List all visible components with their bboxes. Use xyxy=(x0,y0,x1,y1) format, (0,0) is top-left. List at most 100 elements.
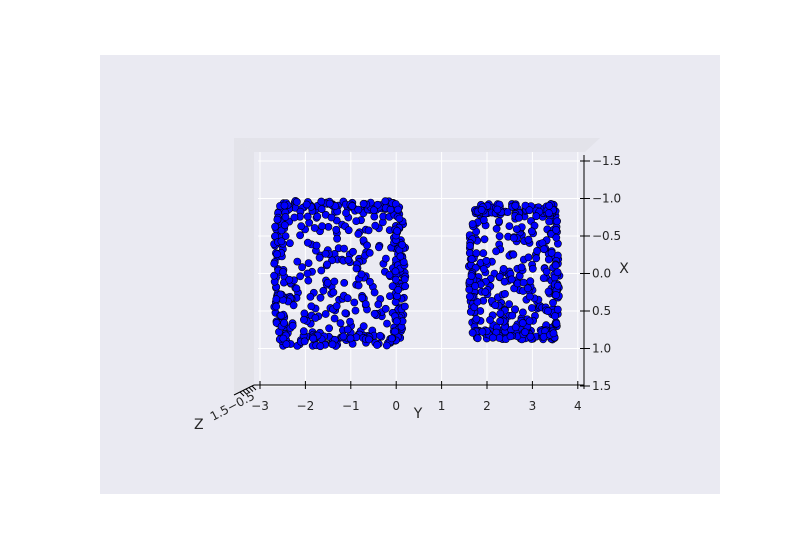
scatter-point xyxy=(370,288,379,297)
scatter-point xyxy=(358,293,367,302)
scatter-point xyxy=(466,241,474,250)
scatter-point xyxy=(290,213,299,222)
scatter-point xyxy=(352,217,361,225)
scatter-point xyxy=(503,208,512,216)
scatter-point xyxy=(388,282,397,291)
scatter-point xyxy=(293,257,302,266)
scatter-point xyxy=(544,255,553,264)
scatter-point xyxy=(551,261,560,270)
scatter-point xyxy=(350,298,359,307)
scatter-point xyxy=(400,302,409,311)
x-tick-label: −1.5 xyxy=(592,154,621,168)
scatter-point xyxy=(303,269,312,278)
scatter-point xyxy=(381,304,390,313)
scatter-point xyxy=(545,209,553,217)
scatter-point xyxy=(296,272,305,281)
scatter-point xyxy=(509,234,518,242)
scatter-point xyxy=(280,318,288,327)
scatter-point xyxy=(518,319,527,327)
scatter-point xyxy=(272,302,281,311)
scatter-point xyxy=(272,295,281,304)
scatter-point xyxy=(519,278,528,287)
scatter-point xyxy=(552,291,560,299)
scatter-point xyxy=(321,249,330,258)
scatter-point xyxy=(317,205,326,213)
scatter-point xyxy=(519,308,527,317)
scatter-point xyxy=(506,332,515,341)
scatter-point xyxy=(500,277,509,286)
scatter-point xyxy=(330,277,339,286)
y-tick-label: −3 xyxy=(251,399,269,413)
z-axis-tick xyxy=(248,387,254,392)
scatter-point xyxy=(382,341,391,350)
z-axis-label: Z xyxy=(194,417,204,433)
scatter-point xyxy=(344,226,353,235)
scatter-point xyxy=(364,226,373,235)
scatter-point xyxy=(364,335,373,344)
scatter-point xyxy=(306,292,315,301)
scatter-point xyxy=(495,272,504,281)
scatter-point xyxy=(329,288,338,297)
scatter-point xyxy=(376,331,384,340)
scatter-point xyxy=(394,205,402,214)
scatter-point xyxy=(305,218,313,227)
scatter-point xyxy=(465,292,474,301)
scatter-point xyxy=(495,217,503,226)
y-tick-label: 4 xyxy=(574,399,582,413)
scatter-point xyxy=(352,264,361,273)
scatter-point xyxy=(321,310,330,318)
y-tick-label: 1 xyxy=(438,399,446,413)
axes-background xyxy=(100,55,720,494)
scatter-point xyxy=(346,317,354,326)
scatter-point xyxy=(319,286,328,295)
scatter-point xyxy=(393,226,401,235)
scatter-point xyxy=(542,267,551,276)
scatter-point xyxy=(392,317,401,326)
scatter-point xyxy=(348,201,357,210)
scatter-point xyxy=(285,275,294,284)
scatter-point xyxy=(383,319,391,328)
scatter-point xyxy=(339,332,348,341)
scatter-point xyxy=(468,220,477,228)
scatter-point xyxy=(313,212,322,221)
scatter-point xyxy=(525,317,534,325)
x-tick-label: 1.0 xyxy=(592,342,611,356)
z-axis-tick xyxy=(251,385,257,391)
y-tick-label: −2 xyxy=(297,399,315,413)
scatter-point xyxy=(349,247,357,256)
scatter-point xyxy=(479,216,488,224)
z-axis-tick xyxy=(242,390,248,395)
x-tick-label: 0.0 xyxy=(592,267,611,281)
scatter-point xyxy=(512,225,521,233)
scatter-point xyxy=(478,327,487,336)
z-axis-line xyxy=(233,384,255,396)
scatter-point xyxy=(511,323,520,332)
scatter-point xyxy=(271,222,279,231)
scatter-point xyxy=(311,314,320,322)
scatter-point xyxy=(374,300,383,309)
y-tick-label: 3 xyxy=(529,399,537,413)
x-tick-label: 1.5 xyxy=(592,379,611,393)
scatter-point xyxy=(292,197,301,206)
scatter-point xyxy=(394,285,403,294)
scatter-point xyxy=(553,217,561,226)
scatter-point xyxy=(526,277,535,286)
scatter-point xyxy=(544,287,553,296)
scatter-point xyxy=(342,209,350,217)
scatter-point xyxy=(391,267,400,276)
scatter-point xyxy=(323,278,332,287)
scatter-point xyxy=(553,305,562,314)
scatter-point xyxy=(296,231,304,240)
scatter-point xyxy=(493,205,502,214)
scatter-point xyxy=(333,234,341,243)
scatter-point xyxy=(373,341,381,349)
scatter-point xyxy=(472,249,481,258)
scatter-point xyxy=(312,241,321,250)
scatter-point xyxy=(270,259,279,268)
scatter-point xyxy=(325,199,334,208)
scatter-point xyxy=(330,314,339,323)
scatter-point xyxy=(289,301,298,310)
scatter-point xyxy=(395,214,404,223)
scatter-point xyxy=(300,309,309,318)
scatter-point xyxy=(545,217,553,226)
